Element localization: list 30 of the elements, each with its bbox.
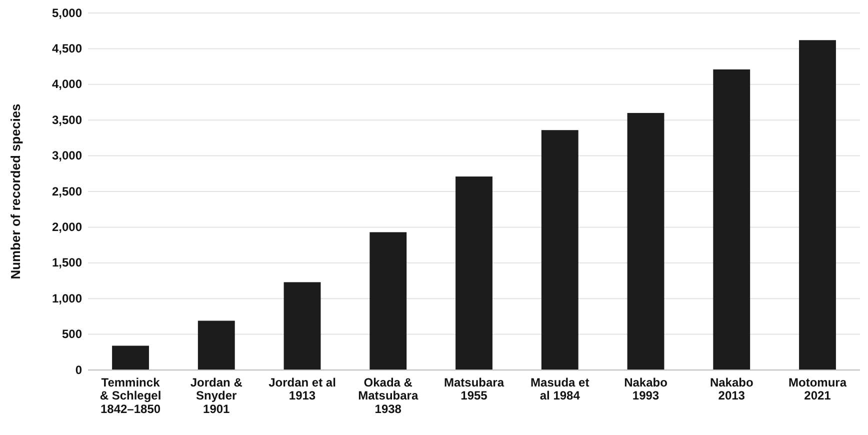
bar [456, 176, 492, 370]
bar [541, 130, 578, 370]
bar [284, 282, 321, 370]
y-tick-label: 3,000 [52, 148, 82, 163]
x-tick-label: Nakabo 2013 [710, 376, 754, 403]
x-tick-label: Temminck & Schlegel 1842–1850 [100, 376, 162, 416]
y-tick-label: 3,500 [52, 112, 82, 127]
y-tick-label: 1,000 [52, 291, 82, 306]
x-tick-label: Motomura 2021 [788, 376, 847, 403]
x-tick-label: Jordan et al 1913 [268, 376, 336, 403]
bar [370, 232, 407, 370]
y-tick-label: 5,000 [52, 6, 82, 20]
x-tick-label: Jordan & Snyder 1901 [190, 376, 243, 416]
y-tick-label: 2,000 [52, 220, 82, 234]
bar [112, 346, 149, 370]
x-tick-label: Nakabo 1993 [624, 376, 668, 403]
y-tick-label: 4,000 [52, 77, 82, 92]
y-tick-label: 2,500 [52, 184, 82, 198]
bar [713, 69, 750, 370]
bar [799, 40, 836, 370]
bar [627, 112, 664, 370]
x-tick-label: Matsubara 1955 [444, 376, 504, 403]
y-tick-label: 0 [75, 362, 82, 377]
bar [198, 320, 235, 370]
y-tick-label: 1,500 [52, 256, 82, 270]
x-tick-label: Masuda et al 1984 [530, 376, 590, 403]
y-axis-title: Number of recorded species [8, 104, 23, 280]
y-tick-label: 4,500 [52, 42, 82, 56]
x-tick-label: Okada & Matsubara 1938 [358, 376, 418, 416]
y-tick-label: 500 [62, 327, 82, 342]
